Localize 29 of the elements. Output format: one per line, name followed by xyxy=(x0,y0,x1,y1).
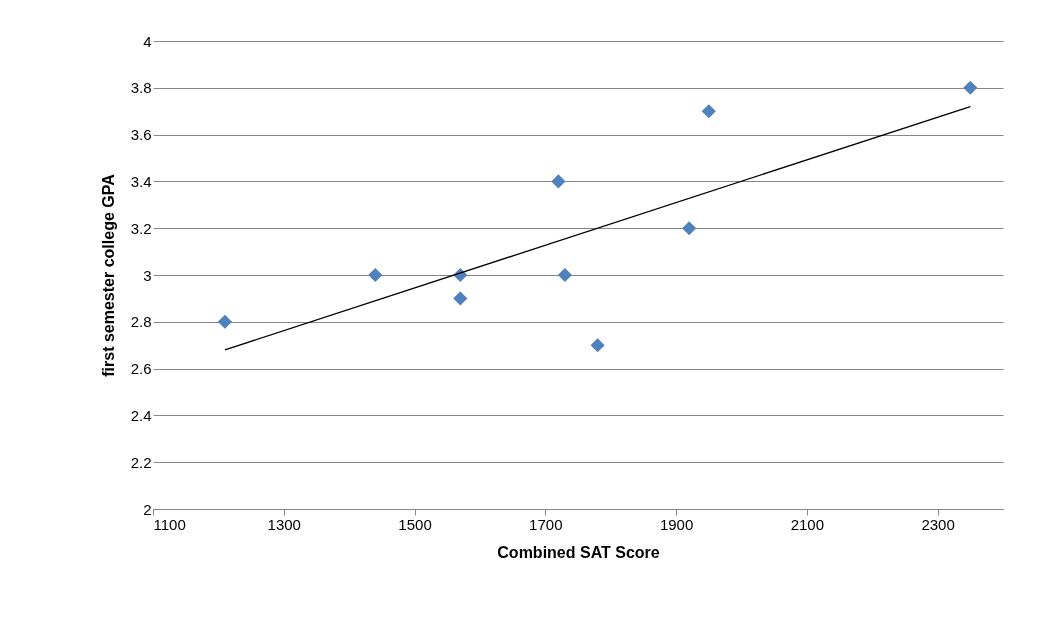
point xyxy=(551,174,566,189)
y-tick-label: 2 xyxy=(143,500,152,518)
y-tick-label: 2.2 xyxy=(130,453,152,471)
x-tick-label: 1100 xyxy=(153,515,186,533)
y-tick-label: 3.2 xyxy=(130,219,152,237)
x-tick-label: 2300 xyxy=(921,515,955,533)
y-tick-label: 3.4 xyxy=(130,172,152,190)
point xyxy=(368,267,383,283)
point xyxy=(217,314,232,329)
y-tick-label: 2.6 xyxy=(130,360,152,378)
point xyxy=(557,267,572,283)
point xyxy=(701,104,716,119)
y-tick-label: 4 xyxy=(143,32,152,50)
y-tick-label: 2.4 xyxy=(130,406,152,424)
y-tick-label: 3.8 xyxy=(130,79,152,97)
point xyxy=(963,80,978,95)
x-tick-label: 1700 xyxy=(529,515,563,533)
x-tick-label: 1300 xyxy=(267,515,301,533)
x-tick-label: 1500 xyxy=(398,515,432,533)
x-tick-label: 2100 xyxy=(790,515,825,533)
y-tick-label: 2.8 xyxy=(130,313,152,331)
y-tick-label: 3.6 xyxy=(130,126,152,144)
x-tick-label: 1900 xyxy=(659,515,694,533)
y-tick-label: 3 xyxy=(143,266,152,284)
x-axis-title: Combined SAT Score xyxy=(497,543,660,561)
point xyxy=(453,291,468,306)
point xyxy=(682,221,697,236)
point xyxy=(590,338,605,353)
y-axis-title: first semester college GPA xyxy=(99,173,117,377)
